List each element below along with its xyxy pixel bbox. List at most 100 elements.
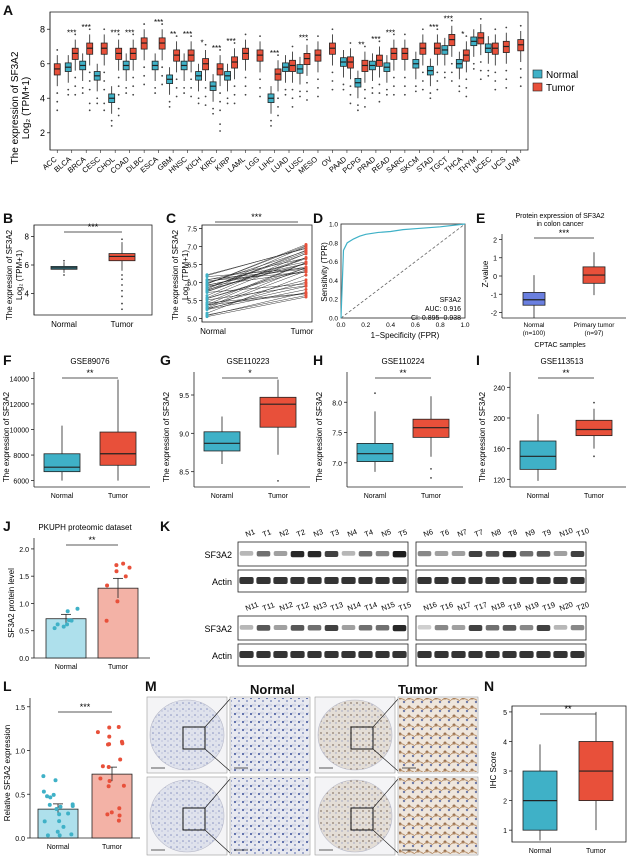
panel-k-sf3a2-band xyxy=(273,551,288,556)
panel-a-tumor-outlier xyxy=(494,80,497,82)
panel-a-tumor-outlier xyxy=(450,80,453,82)
panel-b-tumor-outlier xyxy=(121,238,123,241)
panel-a-tumor-outlier xyxy=(392,76,395,79)
panel-k-actin-band xyxy=(358,577,373,584)
panel-a-tumor-outlier xyxy=(392,93,395,96)
panel-l-point xyxy=(47,802,52,807)
panel-a-normal-outlier xyxy=(67,93,70,96)
panel-c-pair-line xyxy=(206,289,307,310)
panel-label-k: K xyxy=(160,518,171,534)
panel-k-actin-band xyxy=(434,651,449,658)
panel-k-sf3a2-band xyxy=(417,625,432,630)
panel-a-normal-outlier xyxy=(125,87,128,89)
panel-label-j: J xyxy=(3,518,11,534)
panel-c-pair-line xyxy=(206,286,307,309)
panel-d-ytick-label: 1.0 xyxy=(329,222,338,229)
panel-a-tumor-outlier xyxy=(161,83,164,86)
panel-i-ytick-label: 200 xyxy=(493,416,505,423)
panel-a-normal-outlier xyxy=(342,88,345,91)
panel-a-normal-outlier xyxy=(168,105,171,108)
panel-b-normal-outlier xyxy=(63,259,65,262)
panel-e-ytick-label: -1 xyxy=(491,292,497,299)
panel-a-tumor-outlier xyxy=(56,109,59,112)
panel-c-ytick-label: 7.0 xyxy=(187,245,197,252)
panel-a-normal-outlier xyxy=(414,90,417,93)
panel-m-zoom-line xyxy=(204,748,231,772)
panel-g-ytick-label: 8.5 xyxy=(179,470,189,477)
panel-k-sf3a2-blot xyxy=(415,541,587,567)
panel-m-field-normal-high-1 xyxy=(231,698,309,772)
panel-k-actin-band xyxy=(307,651,322,658)
panel-k-sf3a2-band xyxy=(239,625,254,630)
panel-a-normal-outlier xyxy=(81,92,84,94)
panel-b-ytick-label: 6 xyxy=(25,261,30,270)
panel-a-tumor-outlier xyxy=(143,74,146,77)
panel-a-tumor-outlier xyxy=(378,40,381,43)
panel-m-zoom-line xyxy=(372,829,399,854)
panel-j-point xyxy=(121,561,126,566)
panel-i-ytick-label: 240 xyxy=(493,385,505,392)
panel-a-tumor-outlier xyxy=(479,61,482,63)
panel-a-tumor-outlier xyxy=(204,87,207,89)
panel-c-tumor-point xyxy=(304,282,308,286)
panel-l-point xyxy=(51,792,56,797)
panel-a-tumor-outlier xyxy=(103,102,106,105)
panel-a-tumor-outlier xyxy=(175,35,178,38)
panel-k-lane-label: N19 xyxy=(524,600,540,613)
panel-g-tumor-box xyxy=(259,396,297,428)
panel-b-ylabel-1: The expression of SF3A2 xyxy=(5,229,14,320)
panel-c-tumor-point xyxy=(304,270,308,274)
panel-k-sf3a2-band xyxy=(434,551,449,556)
panel-k-lane-label: T14 xyxy=(363,600,378,613)
panel-h-tumor-outlier xyxy=(430,467,432,470)
panel-a-tumor-outlier xyxy=(233,93,236,96)
panel-a-tumor-outlier xyxy=(190,87,193,89)
panel-a-normal-outlier xyxy=(371,92,374,94)
panel-a-tumor-outlier xyxy=(117,33,120,36)
panel-a-sig-label: *** xyxy=(212,44,221,53)
panel-k-lane-label: N1 xyxy=(244,527,256,539)
panel-k-lane-label: N16 xyxy=(422,600,438,613)
panel-c-pair-line xyxy=(206,261,307,283)
panel-k-actin-band xyxy=(417,577,432,584)
panel-k-lane-label: T9 xyxy=(541,527,552,538)
panel-m-core-normal-low-2 xyxy=(149,779,225,853)
panel-k-lane-label: N3 xyxy=(312,527,324,539)
panel-l-point xyxy=(48,795,53,800)
panel-c-ytick-label: 6.5 xyxy=(187,263,197,270)
panel-a-sig-label: *** xyxy=(183,30,192,39)
panel-c-pair-line xyxy=(206,250,307,284)
panel-b-xtick-label: Tumor xyxy=(111,320,134,329)
panel-n-ytick-label: 2 xyxy=(503,799,507,806)
panel-f-ylabel: The expression of SF3A2 xyxy=(2,391,11,482)
panel-a-tumor-outlier xyxy=(56,92,59,94)
panel-c-tumor-point xyxy=(304,246,308,250)
panel-a-normal-outlier xyxy=(443,76,446,79)
panel-a-tumor-outlier xyxy=(190,35,193,38)
panel-a-tumor-outlier xyxy=(450,62,453,65)
panel-a-tumor-outlier xyxy=(219,109,221,112)
panel-k-blots: N1 T1 N2 T2 N3 T3 N4 T4 N5 T5 SF3A2 Actin N6 T6 N7 T7 N8… xyxy=(204,526,590,667)
panel-a-normal-outlier xyxy=(342,83,345,86)
panel-label-c: C xyxy=(166,210,177,226)
panel-k-actin-band xyxy=(358,651,373,658)
legend-normal-swatch xyxy=(532,69,543,79)
panel-l-ytick-label: 1.5 xyxy=(15,705,25,712)
panel-d-xtick-label: 1.0 xyxy=(460,322,469,329)
panel-n-ytick-label: 5 xyxy=(503,710,507,717)
panel-a-normal-outlier xyxy=(154,92,157,94)
panel-k-lane-label: N11 xyxy=(244,600,259,613)
panel-a-sig-label: *** xyxy=(429,23,438,32)
panel-a-ylabel-1: The expression of SF3A2 xyxy=(10,51,21,164)
panel-c-pair-line xyxy=(206,274,307,314)
panel-a-normal-outlier xyxy=(458,90,461,93)
panel-f-title: GSE89076 xyxy=(70,357,110,366)
panel-g-title: GSE110223 xyxy=(227,357,271,366)
panel-j-point xyxy=(75,606,80,611)
panel-g-sig-label: * xyxy=(248,368,252,378)
panel-a-sig-label: *** xyxy=(444,14,453,23)
panel-k-lane-label: N15 xyxy=(380,600,396,613)
panel-l-ytick-label: 0.0 xyxy=(15,836,25,843)
panel-l-point xyxy=(70,802,75,807)
panel-a-tumor-outlier xyxy=(465,35,468,38)
